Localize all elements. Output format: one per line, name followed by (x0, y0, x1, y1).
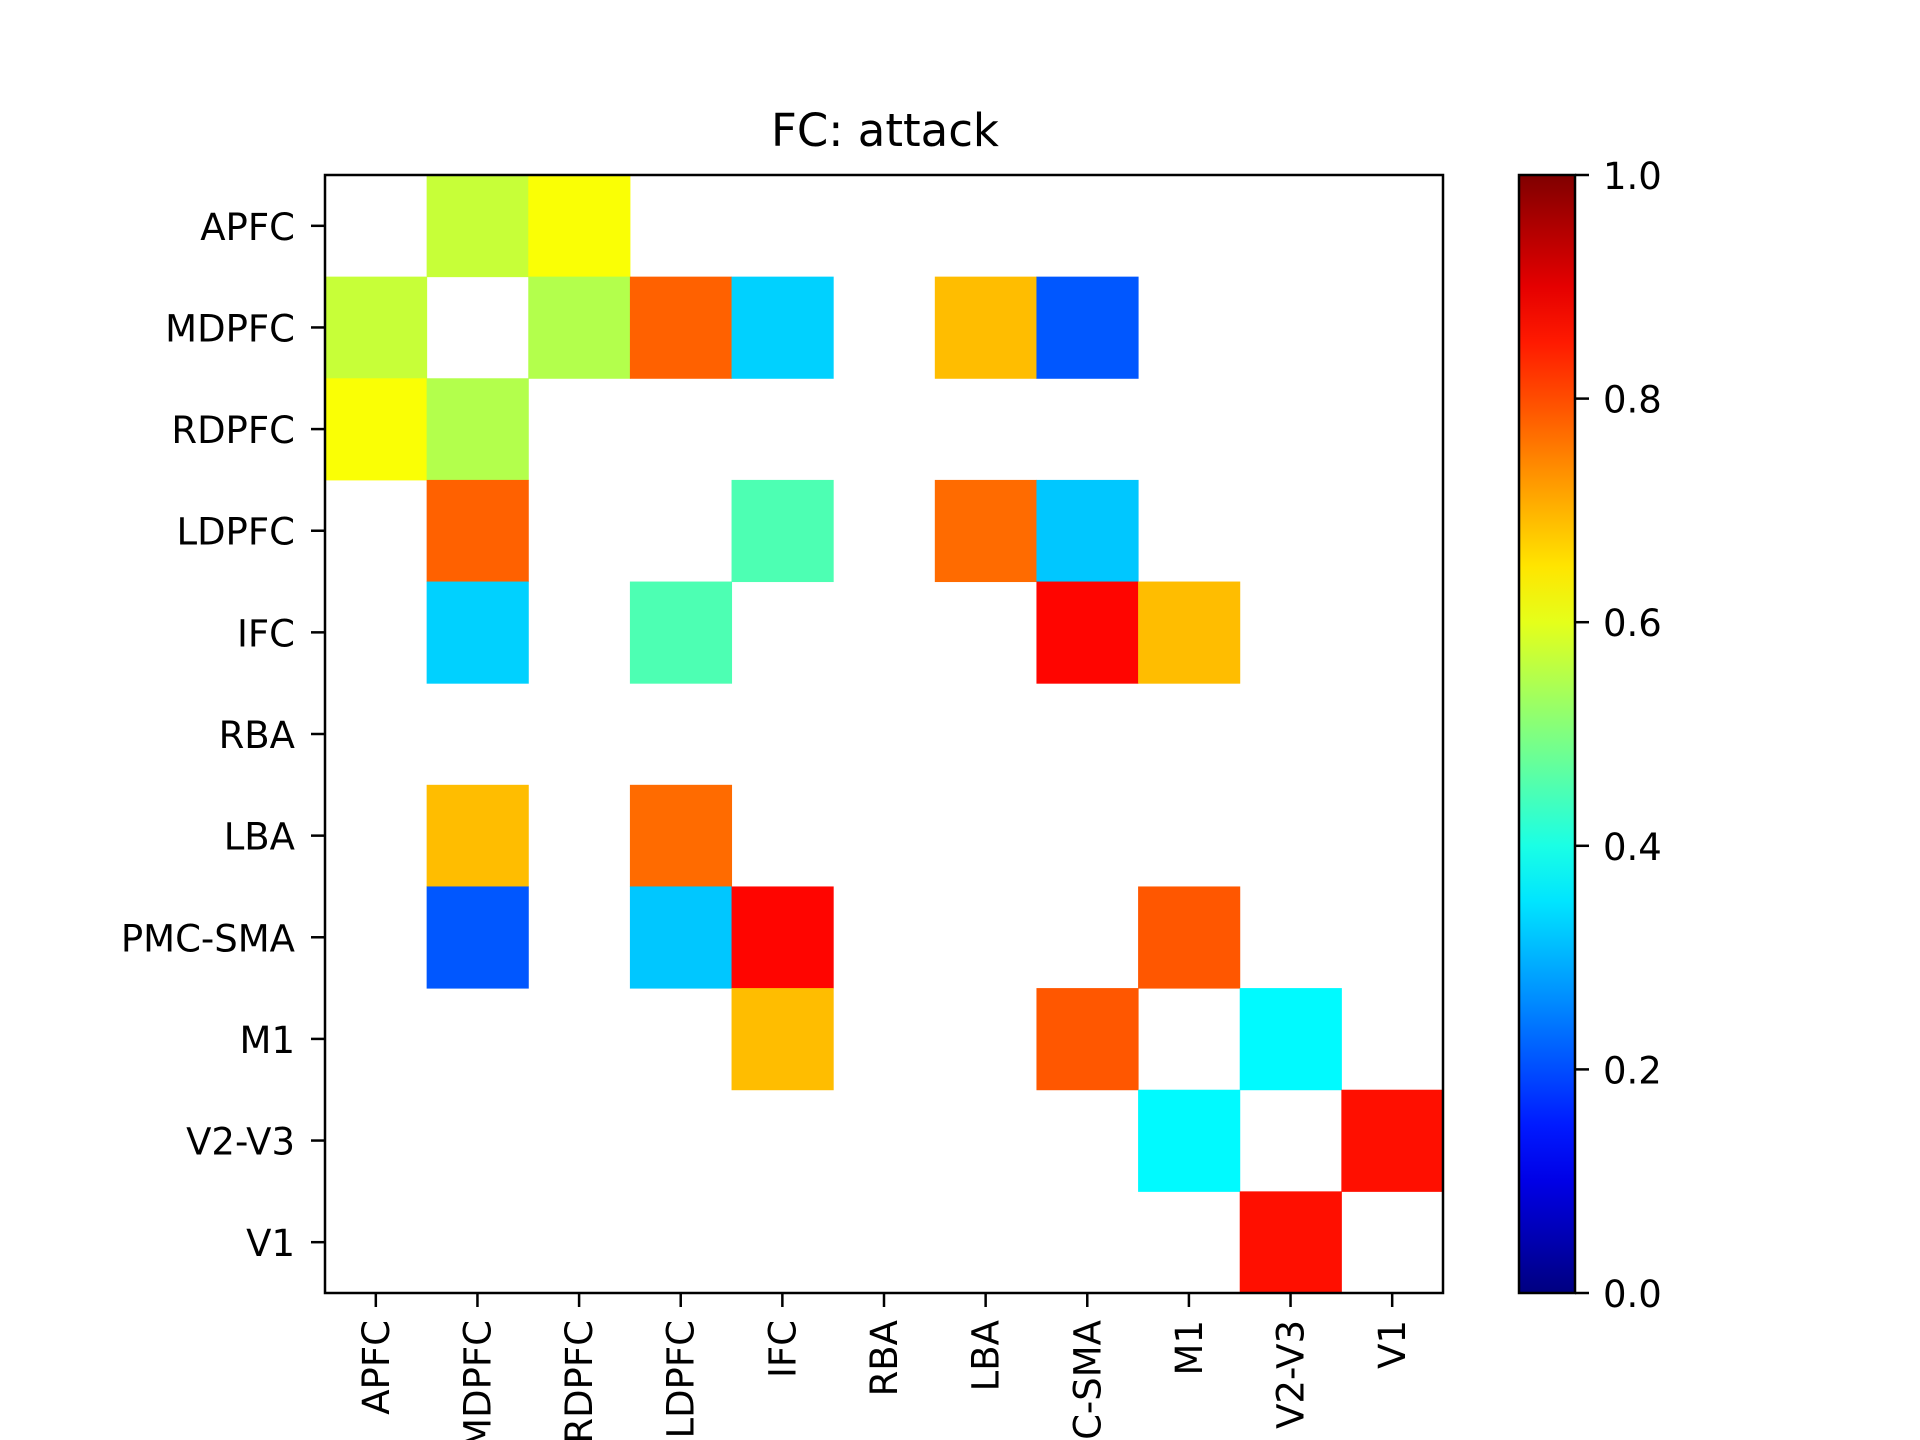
colorbar-tick-label: 0.0 (1603, 1273, 1662, 1316)
chart-title: FC: attack (771, 104, 999, 157)
heatmap-cell (1036, 276, 1139, 379)
y-tick-label: APFC (200, 206, 295, 249)
heatmap-cell (731, 276, 834, 379)
heatmap-cell (1138, 581, 1241, 684)
heatmap-cell (325, 276, 428, 379)
heatmap-cell (426, 886, 529, 989)
y-tick-label: M1 (240, 1019, 295, 1062)
heatmap-cell (426, 479, 529, 583)
heatmap-cell (1341, 1089, 1444, 1192)
heatmap-cells (325, 175, 1444, 1294)
heatmap-cell (426, 175, 529, 278)
colorbar-tick-label: 1.0 (1603, 155, 1662, 198)
y-tick-label: V2-V3 (186, 1121, 295, 1164)
heatmap-cell (426, 378, 529, 481)
heatmap-cell (731, 479, 834, 583)
x-tick-label: PMC-SMA (1066, 1320, 1109, 1440)
heatmap-cell (325, 378, 428, 481)
heatmap-cell (1138, 1089, 1241, 1192)
x-tick-label: RBA (863, 1320, 906, 1396)
heatmap-cell (934, 276, 1037, 379)
heatmap-cell (528, 175, 631, 278)
y-tick-label: RDPFC (171, 409, 295, 452)
plot-frame (323, 173, 1445, 1295)
x-tick-label: LBA (965, 1320, 1008, 1391)
colorbar-tick-label: 0.2 (1603, 1049, 1662, 1092)
colorbar-ticks: 0.0 0.2 0.4 0.6 0.8 1.0 (1575, 155, 1662, 1316)
y-tick-label: V1 (246, 1222, 295, 1265)
x-tick-label: LDPFC (660, 1320, 703, 1439)
heatmap-cell (629, 581, 733, 684)
heatmap-cell (629, 886, 733, 989)
heatmap-cell (731, 886, 834, 989)
y-tick-label: LDPFC (176, 511, 295, 554)
x-tick-label: V2-V3 (1270, 1320, 1313, 1429)
heatmap-cell (629, 276, 733, 379)
heatmap-cell (426, 784, 529, 887)
x-tick-label: APFC (355, 1320, 398, 1415)
heatmap-cell (1239, 1191, 1342, 1294)
heatmap-cell (731, 988, 834, 1091)
heatmap-cell (1036, 988, 1139, 1091)
heatmap-cell (1138, 886, 1241, 989)
heatmap-cell (1036, 479, 1139, 583)
y-tick-label: RBA (219, 714, 295, 757)
heatmap-cell (528, 276, 631, 379)
y-axis-ticks: APFC MDPFC RDPFC LDPFC IFC RBA LBA PMC-SMA M1 V2-… (121, 206, 325, 1265)
colorbar (1517, 173, 1577, 1295)
y-tick-label: IFC (237, 612, 295, 655)
heatmap-cell (1036, 581, 1139, 684)
colorbar-tick-label: 0.4 (1603, 826, 1662, 869)
y-tick-label: LBA (224, 816, 295, 859)
x-tick-label: M1 (1168, 1320, 1211, 1375)
x-tick-label: RDPFC (558, 1320, 601, 1440)
x-tick-label: MDPFC (456, 1320, 499, 1440)
x-tick-label: V1 (1371, 1320, 1414, 1369)
colorbar-tick-label: 0.6 (1603, 602, 1662, 645)
colorbar-tick-label: 0.8 (1603, 379, 1662, 422)
heatmap-cell (426, 581, 529, 684)
y-tick-label: MDPFC (165, 307, 295, 350)
x-axis-ticks: APFC MDPFC RDPFC LDPFC IFC RBA LBA PMC-SMA M1 V2-… (355, 1293, 1414, 1440)
heatmap-cell (629, 784, 733, 887)
x-tick-label: IFC (761, 1320, 804, 1378)
heatmap-cell (1239, 988, 1342, 1091)
heatmap-cell (934, 479, 1037, 583)
y-tick-label: PMC-SMA (121, 917, 295, 960)
